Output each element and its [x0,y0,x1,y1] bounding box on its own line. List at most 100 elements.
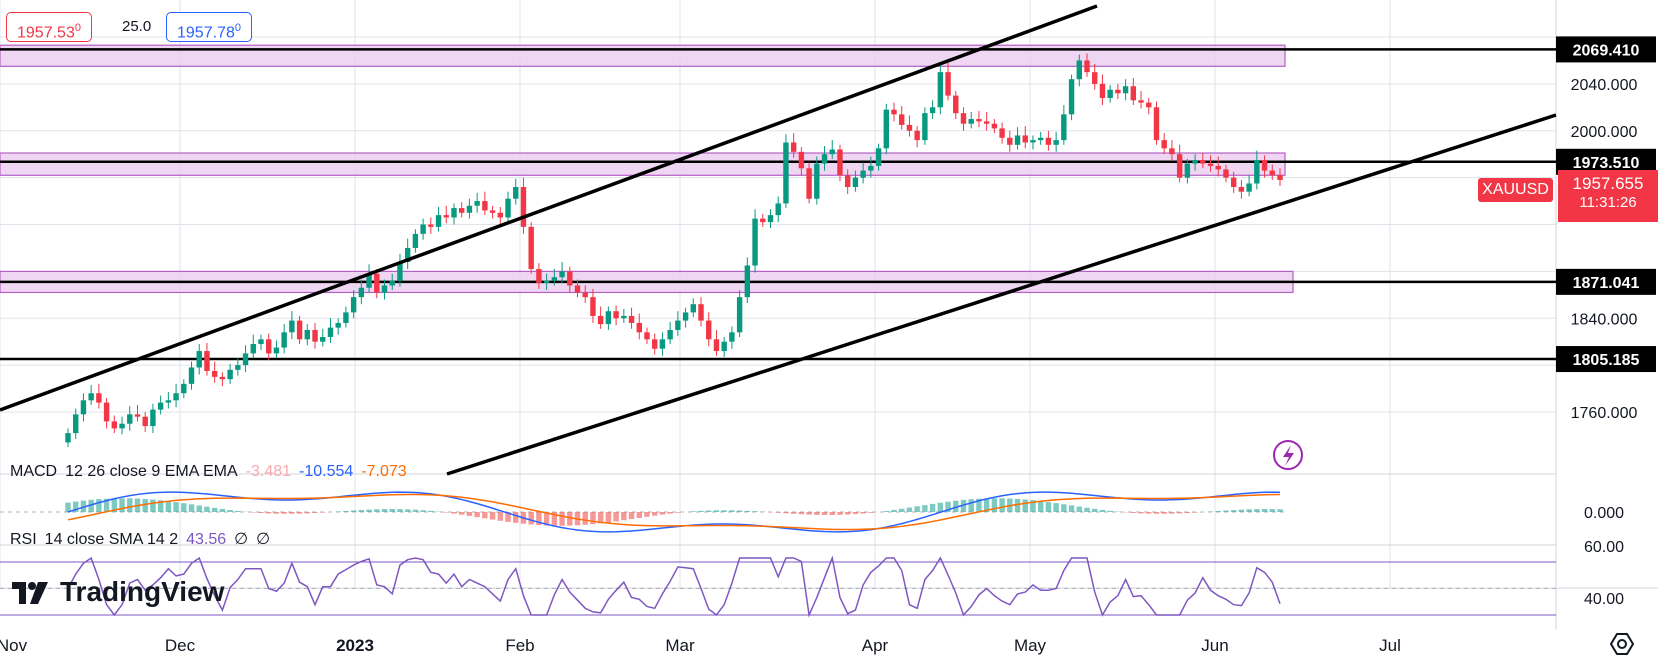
settings-gear-icon[interactable] [1608,630,1636,658]
level-tag-label: 2069.410 [1573,42,1640,59]
macd-histogram-bar [1130,512,1137,513]
time-axis-tick: Jun [1201,636,1228,655]
rsi-extra-2: ∅ [256,531,271,548]
candle-body [65,433,71,443]
candle-body [875,148,882,166]
candle-body [181,383,187,394]
macd-histogram-bar [528,512,534,525]
macd-histogram-bar [273,512,280,514]
candle-body [559,271,565,278]
macd-histogram-bar [1053,503,1059,512]
macd-histogram-bar [412,509,419,512]
macd-line [67,491,1281,533]
macd-histogram-bar [459,512,465,515]
candle-body [381,285,388,293]
level-tag [1556,268,1656,295]
candle-body [350,297,357,313]
candle-body [999,128,1005,138]
candle-body [644,332,650,340]
macd-histogram-bar [350,510,357,512]
candle-body [443,215,449,218]
bid-price-pill[interactable]: 1957.530 [6,12,92,42]
spread-value: 25.0 [122,18,152,35]
candle-body [891,109,897,115]
macd-histogram-bar [119,498,125,512]
macd-histogram-bar [783,512,789,514]
candle-body [906,124,913,131]
macd-histogram-bar [790,512,797,514]
macd-histogram-bar [651,512,658,516]
rsi-axis-tick: 40.00 [1584,591,1624,608]
macd-histogram-bar [173,502,179,512]
macd-histogram-bar [690,511,697,512]
time-axis-tick: May [1014,636,1047,655]
candle-body [374,273,380,293]
candle-body [1037,137,1044,141]
macd-signal-value: -7.073 [361,463,407,480]
ask-price: 1957.78 [177,24,235,42]
macd-histogram-bar [312,512,318,513]
candle-body [242,353,249,366]
price-axis-tick: 1840.000 [1571,311,1638,328]
macd-line-value: -10.554 [299,463,354,480]
macd-histogram-bar [698,510,704,512]
macd-histogram-bar [914,506,920,512]
macd-histogram-bar [482,512,488,519]
zone-rect [0,152,1286,176]
candle-body [1246,183,1252,192]
candle-body [1161,140,1167,149]
candle-body [829,149,835,155]
candle-body [235,365,241,370]
macd-histogram-bar [420,510,426,512]
macd-legend[interactable]: MACD 12 26 close 9 EMA EMA -3.481 -10.554 -7… [10,462,407,482]
macd-signal-line [67,493,1281,531]
last-price-tag: 1957.655 11:31:26 [1558,170,1658,222]
candle-body [636,322,642,333]
candle-body [690,304,697,313]
macd-histogram-bar [80,500,87,512]
tradingview-logo[interactable]: TradingView [10,574,224,610]
candle-body [304,329,311,340]
rsi-legend[interactable]: RSI 14 close SMA 14 2 43.56 ∅ ∅ [10,530,270,550]
macd-histogram-bar [374,509,380,512]
macd-histogram-bar [1037,501,1044,512]
macd-histogram-bar [1138,512,1144,514]
macd-histogram-bar [1107,510,1113,512]
candle-body [397,262,403,281]
candle-body [613,311,619,319]
candle-body [258,339,264,345]
macd-histogram-bar [613,512,619,522]
candle-body [806,168,812,199]
candle-body [937,72,944,108]
macd-histogram-bar [489,512,496,520]
last-price: 1957.655 [1572,174,1644,193]
macd-histogram-bar [559,512,565,526]
price-axis: 2040.000 2000.000 1840.000 1760.000 [1571,77,1638,422]
candle-body [590,297,596,316]
candle-body [783,142,789,204]
ask-price-pill[interactable]: 1957.780 [166,12,252,42]
candle-body [1238,187,1245,192]
macd-histogram-bar [1076,506,1082,512]
macd-histogram-bar [860,512,866,514]
macd-histogram-bar [111,498,118,512]
rsi-pane: 60.00 40.00 [0,539,1624,618]
candle-body [1053,140,1059,145]
candle-body [1176,154,1183,178]
candles [65,53,1283,448]
macd-histogram-bar [976,498,982,512]
macd-histogram-bar [296,512,303,514]
candle-body [899,114,905,125]
candle-body [628,315,635,323]
candle-body [428,224,434,227]
candle-body [312,329,318,342]
candle-body [520,187,527,227]
macd-histogram-bar [204,506,210,512]
macd-histogram-bar [404,509,411,512]
macd-histogram-bar [389,509,395,512]
macd-histogram-bar [428,510,434,512]
macd-histogram-bar [474,512,480,518]
macd-histogram-bar [227,509,233,512]
candle-body [296,320,303,340]
